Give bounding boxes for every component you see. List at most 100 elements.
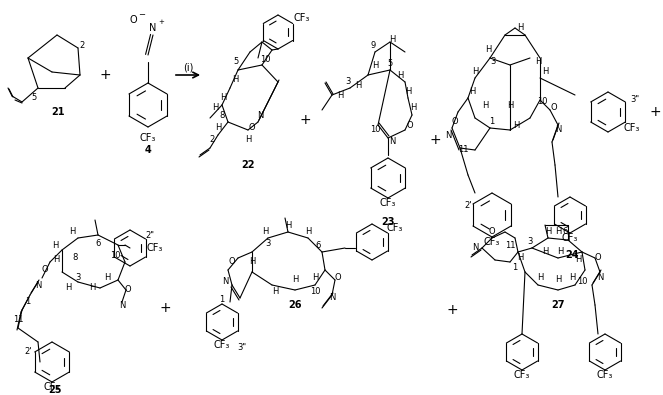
Text: H: H (397, 70, 403, 79)
Text: N: N (597, 273, 603, 282)
Text: N: N (257, 111, 263, 120)
Text: 2': 2' (464, 201, 472, 209)
Text: 2: 2 (80, 41, 85, 51)
Text: O: O (489, 228, 495, 237)
Text: H: H (372, 60, 378, 70)
Text: 5: 5 (233, 58, 239, 66)
Text: H: H (65, 284, 71, 293)
Text: +: + (158, 19, 164, 25)
Text: +: + (649, 105, 661, 119)
Text: 1: 1 (25, 297, 30, 307)
Text: H: H (517, 254, 523, 263)
Text: 1: 1 (512, 263, 518, 273)
Text: CF₃: CF₃ (624, 123, 640, 133)
Text: CF₃: CF₃ (147, 243, 163, 253)
Text: H: H (312, 273, 318, 282)
Text: O: O (129, 15, 137, 25)
Text: H: H (575, 256, 581, 265)
Text: +: + (429, 133, 441, 147)
Text: N: N (329, 293, 335, 303)
Text: CF₃: CF₃ (387, 223, 403, 233)
Text: N: N (445, 130, 452, 139)
Text: 3: 3 (491, 58, 496, 66)
Text: H: H (535, 58, 541, 66)
Text: H: H (211, 103, 218, 113)
Text: H: H (542, 68, 548, 77)
Text: O: O (406, 120, 413, 130)
Text: 26: 26 (288, 300, 302, 310)
Text: 2': 2' (25, 348, 32, 357)
Text: CF₃: CF₃ (44, 382, 60, 392)
Text: CF₃: CF₃ (380, 198, 396, 208)
Text: H: H (472, 68, 478, 77)
Text: H: H (537, 273, 543, 282)
Text: CF₃: CF₃ (140, 133, 156, 143)
Text: 1: 1 (489, 117, 495, 126)
Text: O: O (452, 117, 458, 126)
Text: 6: 6 (95, 239, 101, 248)
Text: 25: 25 (48, 385, 62, 395)
Text: 4: 4 (145, 145, 151, 155)
Text: 8: 8 (72, 254, 78, 263)
Text: H: H (52, 241, 58, 250)
Text: H: H (542, 248, 548, 256)
Text: 10: 10 (260, 56, 271, 64)
Text: 3: 3 (527, 237, 532, 246)
Text: O: O (249, 124, 255, 132)
Text: N: N (119, 301, 125, 310)
Text: H: H (557, 248, 563, 256)
Text: +: + (99, 68, 111, 82)
Text: H: H (305, 228, 311, 237)
Text: 10: 10 (110, 250, 120, 260)
Text: 10: 10 (577, 278, 587, 286)
Text: 10: 10 (370, 126, 381, 135)
Text: H: H (215, 124, 221, 132)
Text: 1: 1 (219, 295, 225, 305)
Text: O: O (335, 273, 341, 282)
Text: N: N (222, 278, 228, 286)
Text: H: H (517, 23, 523, 32)
Text: 24: 24 (566, 250, 579, 260)
Text: N: N (389, 137, 395, 147)
Text: CF₃: CF₃ (597, 370, 613, 380)
Text: 9: 9 (371, 41, 376, 49)
Text: H: H (355, 81, 361, 90)
Text: 27: 27 (551, 300, 565, 310)
Text: 2": 2" (145, 231, 154, 239)
Text: H: H (545, 228, 551, 237)
Text: +: + (159, 301, 171, 315)
Text: O: O (229, 258, 235, 267)
Text: O: O (595, 254, 601, 263)
Text: −: − (139, 11, 145, 19)
Text: 8: 8 (219, 111, 225, 120)
Text: 3": 3" (631, 96, 640, 105)
Text: H: H (245, 135, 251, 145)
Text: H: H (337, 90, 343, 100)
Text: 6: 6 (562, 228, 568, 237)
Text: H: H (89, 284, 95, 293)
Text: H: H (555, 275, 561, 284)
Text: H: H (485, 45, 491, 55)
Text: H: H (232, 75, 238, 85)
Text: 21: 21 (51, 107, 65, 117)
Text: 3: 3 (265, 239, 271, 248)
Text: N: N (35, 280, 41, 290)
Text: H: H (410, 103, 416, 113)
Text: H: H (104, 273, 110, 282)
Text: CF₃: CF₃ (213, 340, 230, 350)
Text: N: N (149, 23, 156, 33)
Text: 5: 5 (387, 58, 392, 68)
Text: +: + (446, 303, 458, 317)
Text: 22: 22 (241, 160, 255, 170)
Text: H: H (389, 36, 395, 45)
Text: CF₃: CF₃ (484, 237, 500, 247)
Text: CF₃: CF₃ (514, 370, 530, 380)
Text: 10: 10 (537, 98, 547, 107)
Text: CF₃: CF₃ (562, 233, 578, 243)
Text: 11: 11 (457, 145, 468, 154)
Text: H: H (292, 275, 298, 284)
Text: H: H (249, 258, 255, 267)
Text: N: N (555, 126, 561, 135)
Text: H: H (482, 100, 488, 109)
Text: 3: 3 (76, 273, 81, 282)
